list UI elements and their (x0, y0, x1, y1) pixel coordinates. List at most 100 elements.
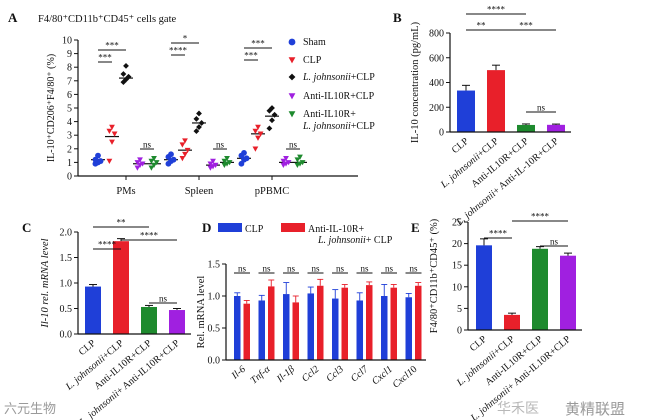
panel-a-point (252, 128, 259, 135)
watermark-right: 黄精联盟 (565, 400, 626, 418)
panel-a-x-label: pPBMC (255, 186, 289, 197)
panel-a-y-tick-label: 4 (67, 117, 72, 128)
panel-a-legend-marker (288, 111, 296, 118)
panel-a-legend-marker (288, 38, 296, 46)
panel-d-bar (366, 285, 373, 360)
panel-a-point (148, 158, 155, 164)
panel-a-point (257, 131, 264, 137)
panel-d-x-label-part: Ccl3 (324, 364, 346, 385)
panel-a-point (269, 105, 275, 111)
panel-b-ylabel: IL-10 concentration (pg/mL) (410, 21, 421, 143)
panel-a-x-label: PMs (116, 186, 135, 197)
panel-a-point (226, 160, 233, 166)
legend-part: L. johnsonii (302, 72, 351, 83)
panel-a-point (299, 160, 306, 166)
panel-b: 0 200 400 600 800 IL-10 concentration (pg/mL)… (410, 5, 571, 228)
panel-a-point (252, 146, 259, 152)
panel-b-y-tick-label: 200 (429, 103, 444, 114)
panel-d-bar (268, 286, 275, 360)
panel-a-point (125, 73, 132, 80)
panel-d-x-label: Ccl2 (300, 364, 322, 385)
panel-c-sig-3-label: **** (140, 231, 159, 241)
panel-d-x-label-part: Il-1β (274, 364, 297, 386)
panel-a-point (243, 155, 250, 162)
panel-a-y-tick-label: 0 (67, 172, 72, 183)
panel-a-sig-2-label: *** (98, 53, 112, 63)
panel-a-point (106, 128, 113, 135)
panel-a-point (198, 120, 205, 126)
panel-b-x-label-part: CLP (450, 136, 471, 156)
panel-a-legend-marker (288, 57, 296, 64)
panel-a-point (151, 162, 157, 169)
panel-d-x-label: Cxcl10 (391, 364, 420, 391)
panel-e-y-tick-label: 0 (457, 326, 462, 337)
panel-a-point (193, 115, 200, 122)
panel-a-sig-2-label: *** (244, 51, 258, 61)
panel-a-point (123, 62, 129, 69)
panel-b-sig-2-label: ** (477, 21, 487, 31)
panel-c-y-tick-label: 2.0 (60, 228, 73, 239)
panel-b-bar (457, 90, 475, 132)
panel-a-y-tick-label: 8 (67, 63, 72, 74)
panel-a-point (170, 156, 177, 163)
panel-c-bar (169, 310, 185, 334)
panel-a-ylabel: IL-10⁺CD206⁺F4/80⁺ (%) (46, 54, 57, 162)
panel-c-y-tick-label: 1.5 (60, 253, 73, 264)
panel-a-point (221, 158, 228, 164)
panel-b-sig-3-label: *** (519, 21, 533, 31)
panel-c-sig-1-label: ** (117, 218, 127, 228)
panel-b-y-tick-label: 0 (439, 128, 444, 139)
panel-a-point (153, 160, 160, 166)
panel-e-bar (504, 314, 520, 330)
panel-a-sig-3-label: ns (289, 140, 298, 150)
panel-a-point (255, 135, 261, 141)
panel-a-legend-label: CLP (303, 55, 322, 66)
panel-a-point (95, 152, 101, 159)
panel-d-bar (332, 298, 339, 360)
panel-a-y-tick-label: 10 (62, 36, 72, 47)
panel-a-point (120, 71, 127, 77)
panel-a-legend-marker (288, 73, 296, 81)
panel-b-bar (547, 124, 565, 132)
panel-a-y-tick-label: 9 (67, 49, 72, 60)
panel-a-point (120, 79, 127, 86)
panel-a-y-tick-label: 3 (67, 131, 72, 142)
panel-a-sig-1-label: *** (251, 39, 265, 49)
panel-a-point (255, 124, 261, 130)
legend-part: +CLP (351, 72, 375, 83)
panel-e-y-tick-label: 10 (452, 282, 462, 293)
panel-d-bar (243, 303, 250, 360)
panel-d-bar (381, 296, 388, 360)
panel-b-bar (517, 124, 535, 132)
panel-a-sig-3-label: ns (216, 140, 225, 150)
panel-a-y-tick-label: 1 (67, 158, 72, 169)
panel-d-sig-label: ns (287, 264, 296, 274)
panel-d-x-label: Il-1β (274, 364, 297, 386)
panel-letter-b: B (393, 10, 402, 25)
panel-a-point (134, 165, 141, 171)
panel-d-legend-swatch (281, 223, 305, 232)
panel-a-point (182, 138, 188, 144)
panel-d-y-tick-label: 1.0 (208, 292, 221, 303)
panel-d-sig-label: ns (409, 264, 418, 274)
panel-a-x-label: Spleen (185, 186, 214, 197)
panel-d-x-label: Il-6 (229, 364, 248, 382)
panel-a-point (280, 158, 287, 164)
legend-part: CLP (303, 55, 322, 66)
panel-d-bar (390, 287, 397, 360)
panel-d-y-tick-label: 0.0 (208, 356, 221, 367)
panel-e-bar (532, 248, 548, 330)
panel-e-sig-3-label: ns (550, 237, 559, 247)
panel-d-x-label: Ccl7 (349, 363, 371, 384)
panel-d-bar (356, 300, 363, 360)
panel-d-bar (307, 293, 314, 360)
panel-d-sig-label: ns (262, 264, 271, 274)
panel-a-point (182, 151, 188, 158)
panel-c-y-tick-label: 0.5 (60, 304, 73, 315)
panel-a-point (148, 165, 155, 171)
panel-a-title: F4/80⁺CD11b⁺CD45⁺ cells gate (38, 14, 176, 25)
panel-e-bar (476, 245, 492, 330)
panel-b-y-tick-label: 800 (429, 29, 444, 40)
